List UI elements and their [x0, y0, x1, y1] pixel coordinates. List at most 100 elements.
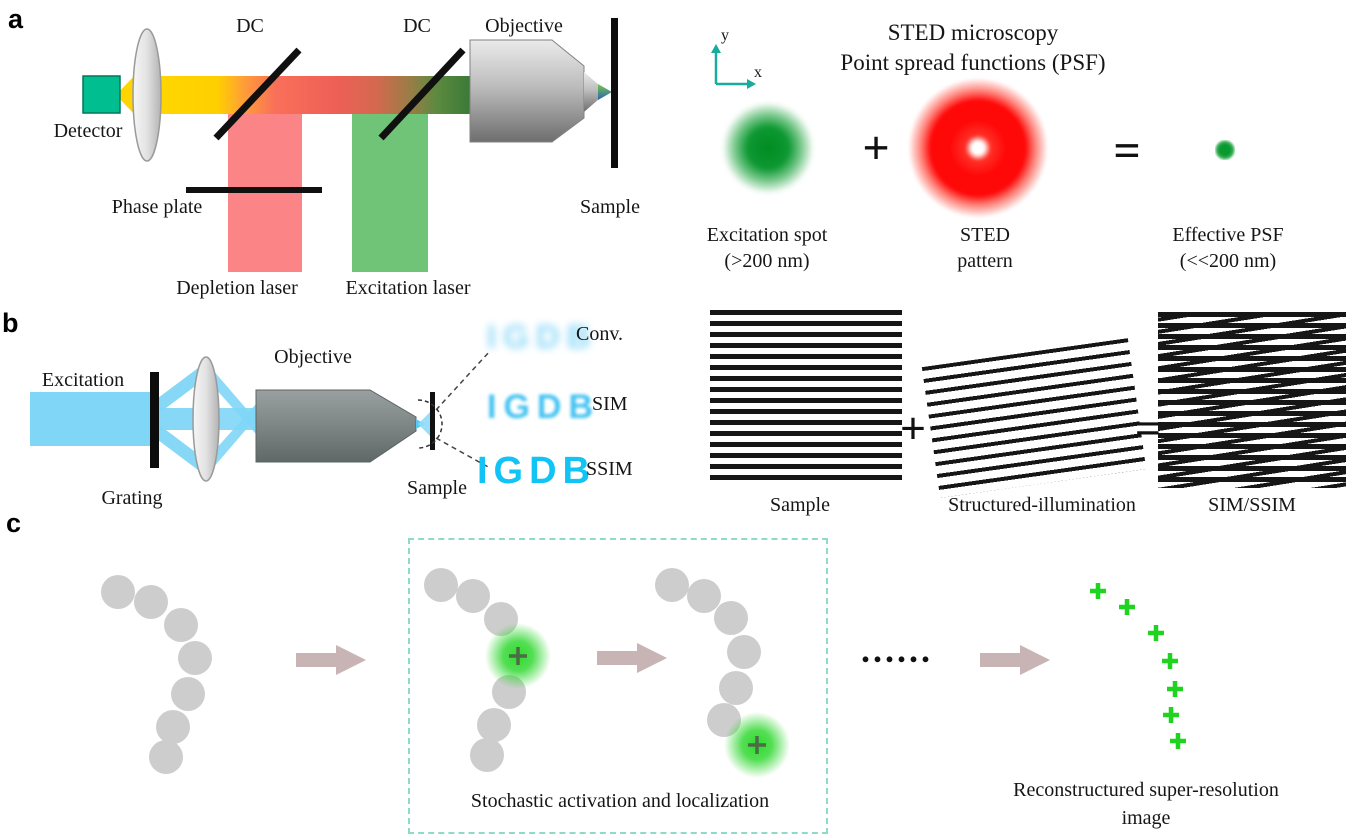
collection-lens — [132, 28, 162, 162]
objective-label-b: Objective — [274, 346, 352, 368]
moire-plus-sign: + — [899, 402, 927, 454]
effective-psf-spot — [1215, 140, 1235, 160]
sample-stripe-pattern — [710, 310, 902, 482]
emission-beam-arrow — [116, 74, 136, 116]
sted-pattern-label-1: STED — [960, 224, 1010, 246]
depletion-laser-label: Depletion laser — [176, 277, 298, 299]
localization-cross — [748, 736, 766, 754]
moire-equals-sign: = — [1134, 402, 1162, 454]
grating-label: Grating — [101, 487, 163, 509]
sim-excitation-beam — [30, 392, 152, 446]
sted-depletion-pattern — [908, 78, 1048, 218]
objective-body — [469, 39, 585, 143]
localized-cross — [1162, 653, 1178, 669]
molecule — [171, 677, 205, 711]
molecule — [164, 608, 198, 642]
molecule — [456, 579, 490, 613]
psf-title-line2: Point spread functions (PSF) — [840, 50, 1106, 75]
sim-objective-body — [255, 389, 417, 463]
ssim-label: SSIM — [586, 458, 633, 480]
molecule — [727, 635, 761, 669]
objective-nose — [584, 72, 607, 112]
sim-ssim-label: SIM/SSIM — [1208, 494, 1296, 516]
excitation-laser-label: Excitation laser — [345, 277, 471, 299]
sample-bar — [611, 18, 618, 168]
excitation-label-b: Excitation — [41, 369, 125, 391]
y-axis-label: y — [721, 27, 729, 44]
igdb-sim-text: IGDB — [487, 388, 600, 426]
detector-box — [82, 75, 121, 114]
panel-a-letter: a — [8, 4, 24, 34]
detector-label: Detector — [53, 120, 123, 142]
phase-plate-label: Phase plate — [111, 196, 203, 218]
excitation-spot-label-2: (>200 nm) — [724, 250, 810, 272]
objective-label: Objective — [485, 15, 563, 37]
reconstructed-label-1: Reconstructured super-resolution — [1013, 779, 1279, 801]
moire-sample-label: Sample — [770, 494, 830, 516]
focus-arc-dashed — [417, 399, 443, 449]
molecule — [477, 708, 511, 742]
molecule — [178, 641, 212, 675]
localized-positions — [1090, 583, 1186, 749]
dichroic-mirror-right — [378, 47, 466, 141]
molecule — [714, 601, 748, 635]
localization-cross — [509, 647, 527, 665]
y-axis-arrowhead — [711, 44, 721, 53]
molecule-group-3 — [655, 568, 761, 737]
psf-title-line1: STED microscopy — [887, 20, 1059, 45]
diffracted-beam-down — [158, 424, 206, 476]
activated-molecule-1 — [485, 623, 551, 689]
grating-bar — [150, 372, 159, 468]
diffracted-beam-up — [158, 362, 206, 414]
xy-axis — [711, 44, 756, 89]
structured-illumination-label: Structured-illumination — [948, 494, 1136, 516]
igdb-conventional-text: IGDB — [487, 318, 598, 355]
sim-label: SIM — [592, 393, 628, 415]
effective-psf-label-2: (<<200 nm) — [1179, 250, 1277, 272]
ellipsis-dots: ...... — [861, 630, 933, 670]
localized-cross — [1167, 681, 1183, 697]
localized-cross — [1163, 707, 1179, 723]
sim-lens — [192, 356, 220, 482]
molecule — [156, 710, 190, 744]
flow-arrow-2 — [597, 643, 667, 673]
molecule — [655, 568, 689, 602]
dc-left-label: DC — [236, 15, 264, 37]
molecule — [424, 568, 458, 602]
sted-pattern-label-2: pattern — [957, 250, 1013, 272]
conv-label: Conv. — [576, 323, 624, 345]
reconstructed-label-2: image — [1121, 807, 1171, 829]
objective-tip-beam — [598, 84, 612, 100]
molecule — [687, 579, 721, 613]
localized-cross — [1148, 625, 1164, 641]
localized-cross — [1170, 733, 1186, 749]
flow-arrow-3 — [980, 645, 1050, 675]
dichroic-mirror-left — [213, 47, 302, 141]
effective-psf-label-1: Effective PSF — [1172, 224, 1284, 246]
moire-tilted-stripes — [1158, 312, 1346, 488]
sim-setup — [30, 350, 491, 482]
sample-label-b: Sample — [407, 477, 467, 499]
excitation-spot-psf — [723, 103, 813, 193]
molecule — [719, 671, 753, 705]
dc-right-label: DC — [403, 15, 431, 37]
molecule — [134, 585, 168, 619]
sted-setup — [82, 18, 618, 272]
activated-molecule-2 — [724, 712, 790, 778]
x-axis-arrowhead — [747, 79, 756, 89]
depletion-laser-beam — [228, 100, 302, 272]
molecule — [149, 740, 183, 774]
molecule — [470, 738, 504, 772]
dashed-link-upper — [435, 350, 491, 411]
x-axis-label: x — [754, 64, 762, 81]
stochastic-activation-box — [408, 538, 828, 834]
excitation-spot-label-1: Excitation spot — [706, 224, 828, 246]
igdb-ssim-text: IGDB — [477, 450, 596, 492]
sim-ssim-moire-pattern — [1158, 312, 1346, 488]
dashed-link-lower — [435, 437, 491, 469]
psf-equals-sign: = — [1113, 124, 1141, 178]
localized-cross — [1119, 599, 1135, 615]
focus-cone — [418, 410, 432, 438]
